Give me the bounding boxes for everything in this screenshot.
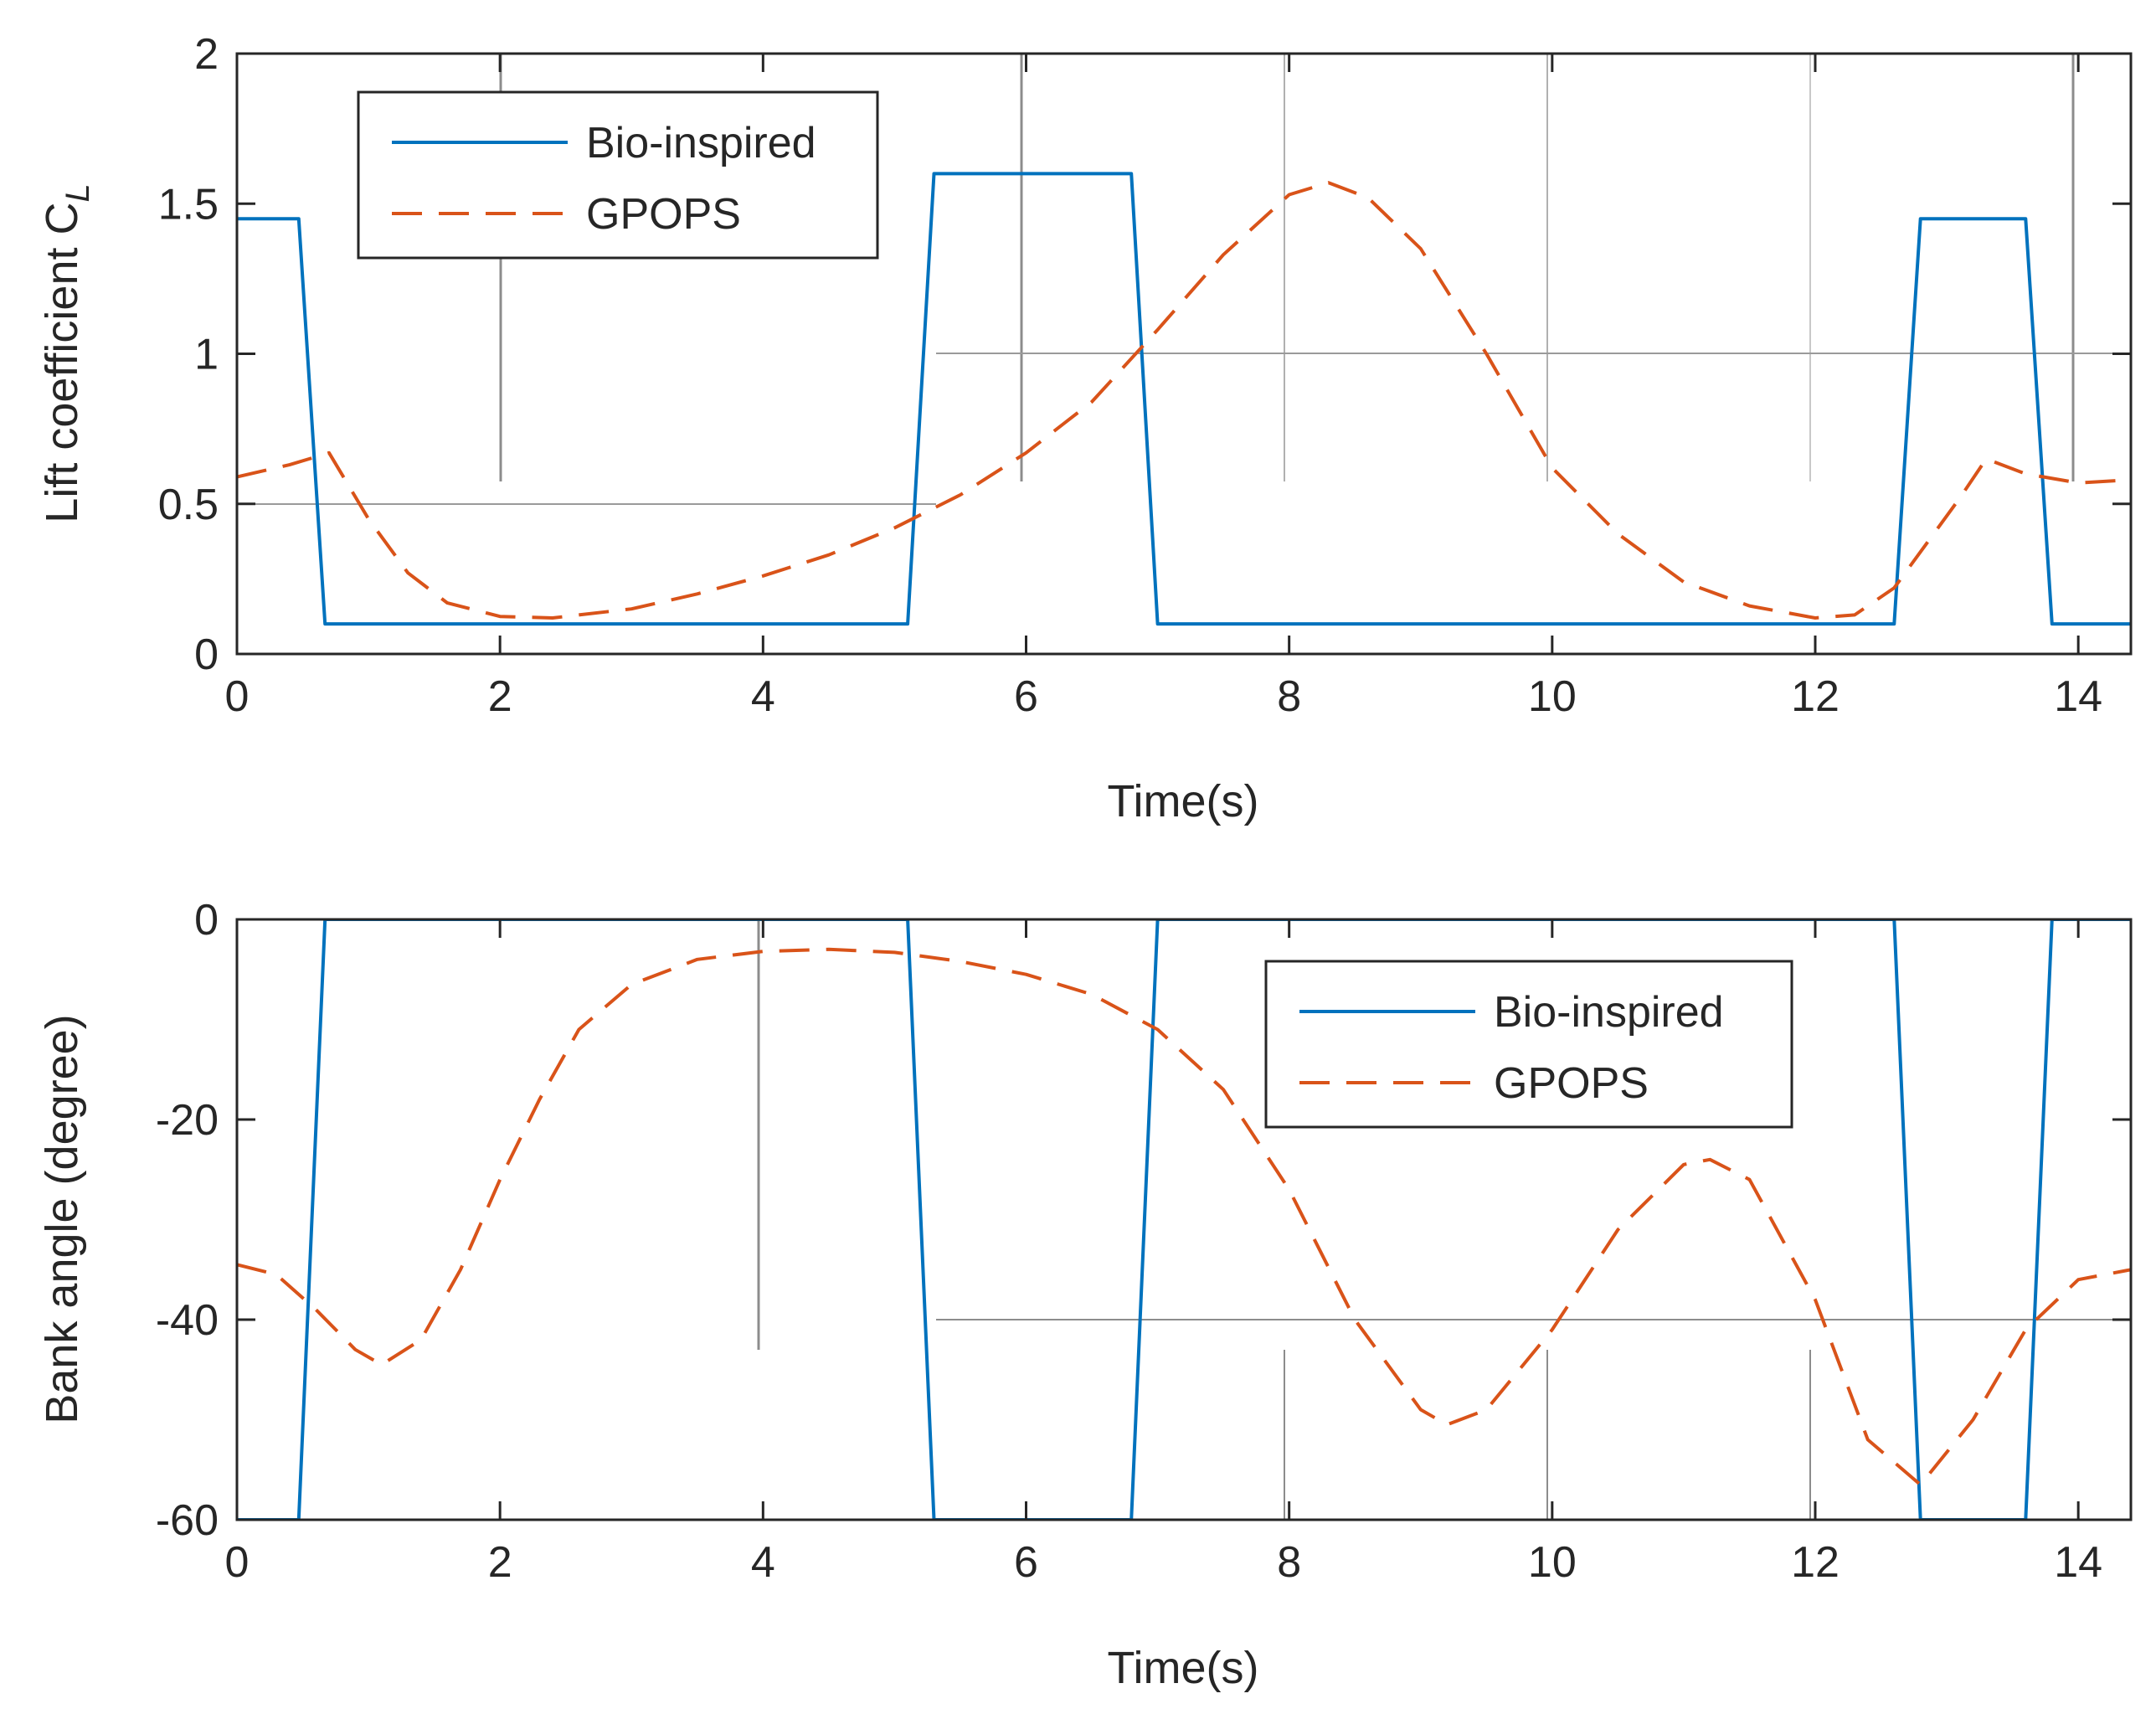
lift-series-gpops <box>237 181 2131 620</box>
bank-legend: Bio-inspired GPOPS <box>1264 960 1793 1129</box>
lift-x-tick-label: 0 <box>225 672 250 721</box>
bank-x-tick-label: 10 <box>1528 1538 1577 1587</box>
lift-y-tick-label: 1 <box>194 331 219 379</box>
lift-y-axis-label: Lift coefficient CL <box>37 183 96 522</box>
bank-y-tick-label: 0 <box>194 896 219 945</box>
lift-ticks: 0 2 4 6 8 10 12 14 0 0.5 1 1.5 2 <box>158 30 2131 721</box>
bank-x-tick-label: 4 <box>751 1538 775 1587</box>
lift-x-axis-label: Time(s) <box>1108 776 1259 826</box>
bank-y-tick-label: -20 <box>156 1096 219 1145</box>
bank-legend-label-gpops: GPOPS <box>1494 1059 1649 1108</box>
lift-legend: Bio-inspired GPOPS <box>357 90 879 260</box>
lift-legend-box <box>357 90 879 260</box>
lift-series-layer <box>237 172 2131 626</box>
bank-series-bio-inspired <box>237 919 2131 1520</box>
bank-y-tick-label: -40 <box>156 1296 219 1345</box>
bank-plot-area <box>237 919 2131 1520</box>
lift-legend-label-gpops: GPOPS <box>586 190 741 239</box>
lift-coefficient-plot: 0 2 4 6 8 10 12 14 0 0.5 1 1.5 2 Time(s) Lift coeffi… <box>37 30 2133 826</box>
lift-series-bio-inspired <box>237 172 2131 626</box>
bank-legend-label-bio-inspired: Bio-inspired <box>1494 988 1724 1037</box>
lift-x-tick-label: 14 <box>2054 672 2102 721</box>
bank-x-tick-label: 2 <box>488 1538 512 1587</box>
lift-x-tick-label: 4 <box>751 672 775 721</box>
bank-x-axis-label: Time(s) <box>1108 1643 1259 1693</box>
bank-x-tick-label: 0 <box>225 1538 250 1587</box>
lift-x-tick-label: 10 <box>1528 672 1577 721</box>
lift-y-tick-label: 2 <box>194 30 219 79</box>
lift-y-axis-label-main: Lift coefficient C <box>37 203 87 523</box>
bank-angle-plot: 0 2 4 6 8 10 12 14 -60 -40 -20 0 Time(s) Bank angle… <box>37 896 2133 1693</box>
lift-x-tick-label: 8 <box>1277 672 1301 721</box>
bank-x-tick-label: 12 <box>1791 1538 1840 1587</box>
bank-ticks: 0 2 4 6 8 10 12 14 -60 -40 -20 0 <box>156 896 2131 1587</box>
bank-series-layer <box>237 919 2131 1520</box>
lift-x-tick-label: 12 <box>1791 672 1840 721</box>
bank-y-axis-label: Bank angle (degree) <box>37 1014 87 1423</box>
lift-x-tick-label: 6 <box>1014 672 1038 721</box>
bank-x-tick-label: 14 <box>2054 1538 2102 1587</box>
bank-x-tick-label: 8 <box>1277 1538 1301 1587</box>
bank-y-tick-label: -60 <box>156 1496 219 1545</box>
bank-grid-lines <box>757 919 2131 1520</box>
bank-axes-frame <box>235 918 2133 1521</box>
bank-x-tick-label: 6 <box>1014 1538 1038 1587</box>
lift-y-tick-label: 0 <box>194 631 219 679</box>
lift-legend-label-bio-inspired: Bio-inspired <box>586 119 816 167</box>
lift-y-axis-label-subscript: L <box>59 183 96 202</box>
lift-y-tick-label: 0.5 <box>158 481 219 529</box>
lift-y-tick-label: 1.5 <box>158 180 219 229</box>
bank-series-gpops <box>237 947 2131 1487</box>
lift-x-tick-label: 2 <box>488 672 512 721</box>
bank-legend-box <box>1264 960 1793 1129</box>
